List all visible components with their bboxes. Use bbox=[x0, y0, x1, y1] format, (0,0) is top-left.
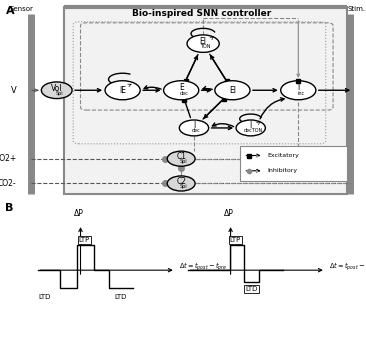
Text: $\Delta t = t_{post}-t_{pre}$: $\Delta t = t_{post}-t_{pre}$ bbox=[179, 260, 228, 273]
Text: Stim.: Stim. bbox=[348, 6, 366, 12]
Text: ΔP: ΔP bbox=[224, 209, 234, 219]
Circle shape bbox=[236, 120, 265, 136]
Text: decTON: decTON bbox=[243, 128, 262, 133]
Text: EI: EI bbox=[199, 37, 207, 46]
Text: LTP: LTP bbox=[79, 237, 90, 242]
Bar bbox=[240, 146, 347, 181]
Circle shape bbox=[215, 81, 250, 100]
Text: I: I bbox=[297, 83, 299, 92]
Text: CO2+: CO2+ bbox=[0, 154, 16, 163]
Text: CO2-: CO2- bbox=[0, 179, 16, 188]
Circle shape bbox=[187, 35, 219, 52]
Text: B: B bbox=[5, 203, 14, 213]
Text: Spi: Spi bbox=[179, 184, 187, 189]
Text: Inhibitory: Inhibitory bbox=[267, 168, 297, 173]
Circle shape bbox=[41, 82, 72, 98]
Text: Bio-inspired SNN controller: Bio-inspired SNN controller bbox=[132, 9, 271, 18]
Text: Spi: Spi bbox=[179, 159, 187, 164]
Text: LTD: LTD bbox=[38, 294, 51, 300]
Text: $\Delta t = t_{post}-t_{pre}$: $\Delta t = t_{post}-t_{pre}$ bbox=[329, 260, 366, 273]
Text: EI: EI bbox=[229, 86, 236, 95]
Text: LTD: LTD bbox=[245, 286, 258, 292]
Text: TON: TON bbox=[200, 44, 211, 49]
Text: LTP: LTP bbox=[230, 237, 241, 242]
Text: dec: dec bbox=[192, 128, 201, 133]
Text: V: V bbox=[11, 86, 16, 95]
Text: Excitatory: Excitatory bbox=[267, 153, 299, 158]
Circle shape bbox=[167, 176, 195, 191]
Text: inc: inc bbox=[297, 91, 305, 96]
Text: LTD: LTD bbox=[114, 294, 127, 300]
Text: E: E bbox=[179, 83, 183, 92]
Circle shape bbox=[105, 81, 140, 100]
Text: Vol: Vol bbox=[51, 84, 63, 93]
Text: Sensor: Sensor bbox=[9, 6, 33, 12]
Circle shape bbox=[164, 81, 199, 100]
Circle shape bbox=[179, 120, 209, 136]
Text: C2: C2 bbox=[176, 177, 186, 186]
Text: Spi: Spi bbox=[55, 91, 63, 96]
Text: C1: C1 bbox=[176, 152, 186, 161]
Text: I: I bbox=[193, 121, 195, 130]
Circle shape bbox=[167, 151, 195, 166]
Text: ΔP: ΔP bbox=[74, 209, 83, 219]
Text: A: A bbox=[5, 6, 14, 16]
Text: dec: dec bbox=[179, 91, 188, 96]
Circle shape bbox=[281, 81, 316, 100]
Bar bbox=[64, 7, 347, 194]
Text: IE: IE bbox=[119, 86, 126, 95]
Text: I: I bbox=[250, 121, 252, 130]
